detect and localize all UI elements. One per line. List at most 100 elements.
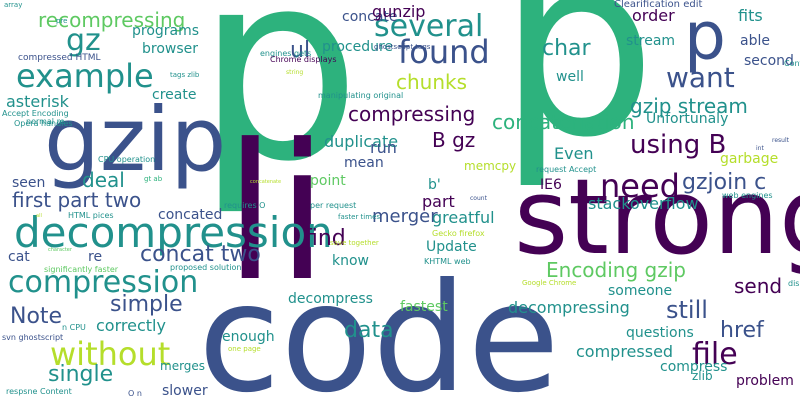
cloud-word: concatenation <box>492 110 635 134</box>
cloud-word: ghostscript tags <box>374 43 431 51</box>
cloud-word: HTML pices <box>68 211 114 220</box>
cloud-word: requires O <box>224 201 266 210</box>
cloud-word: pre <box>56 17 68 25</box>
cloud-word: Content Encoding <box>784 59 800 68</box>
cloud-word: all <box>36 213 42 219</box>
cloud-word: merges <box>160 359 206 373</box>
cloud-word: recompressing <box>38 8 186 32</box>
cloud-word: compressed <box>576 342 674 361</box>
cloud-word: fastest <box>400 299 448 315</box>
cloud-word: tags zlib <box>170 71 200 79</box>
cloud-word: significantly faster <box>44 265 119 274</box>
cloud-word: Clearification edit <box>614 0 703 10</box>
cloud-word: p <box>684 0 726 75</box>
cloud-word: Update <box>426 239 477 255</box>
cloud-word: mean <box>344 155 384 171</box>
cloud-word: b' <box>428 177 441 193</box>
cloud-word: concat two <box>140 242 261 267</box>
cloud-word: display anything <box>788 279 800 288</box>
cloud-word: problem <box>736 373 794 389</box>
cloud-word: zlib <box>692 369 713 383</box>
cloud-word: simple <box>110 292 183 317</box>
cloud-word: need <box>600 167 680 205</box>
cloud-word: O n <box>128 389 142 398</box>
cloud-word: deal <box>82 168 125 192</box>
cloud-word: Encoding gzip <box>546 258 686 282</box>
cloud-word: single <box>48 362 114 387</box>
cloud-word: li <box>224 104 329 323</box>
cloud-word: compress <box>660 359 728 375</box>
cloud-word: able <box>740 33 770 49</box>
cloud-word: re <box>88 249 103 265</box>
cloud-word: save together <box>330 239 379 247</box>
cloud-word: decompressing <box>508 298 630 317</box>
cloud-word: enough <box>222 329 275 345</box>
cloud-word: gunzip <box>372 2 426 21</box>
cloud-word: character <box>48 247 72 253</box>
cloud-word: concate <box>342 9 398 25</box>
cloud-word: correctly <box>96 316 166 335</box>
cloud-word: know <box>332 253 369 269</box>
cloud-word: svn ghostscript <box>2 333 64 342</box>
cloud-word: one page <box>228 345 261 353</box>
cloud-word: array <box>4 1 23 9</box>
cloud-word: file <box>692 337 738 372</box>
cloud-word: compressing <box>348 102 476 126</box>
cloud-word: using B <box>630 130 727 160</box>
cloud-word: without <box>50 335 171 373</box>
cloud-word: decompress <box>288 291 373 307</box>
cloud-word: memcpy <box>464 159 517 173</box>
cloud-word: concatenate <box>250 179 282 185</box>
cloud-word: compression <box>8 265 199 300</box>
cloud-word: second <box>744 53 794 69</box>
cloud-word: CPU operation <box>98 155 156 164</box>
cloud-word: decompression <box>14 208 333 257</box>
cloud-word: strong <box>514 156 800 278</box>
cloud-word: several <box>374 9 484 44</box>
cloud-word: Chrome displays <box>270 55 337 64</box>
cloud-word: merger <box>372 206 438 227</box>
cloud-word: ul <box>290 38 311 63</box>
cloud-word: per request <box>310 201 357 210</box>
cloud-word: first part two <box>12 188 142 212</box>
cloud-word: part <box>422 192 455 211</box>
cloud-word: result <box>772 137 789 144</box>
cloud-word: create <box>152 87 197 103</box>
cloud-word: run <box>370 138 397 157</box>
cloud-word: request Accept <box>536 165 597 174</box>
cloud-word: B gz <box>432 128 476 152</box>
cloud-word: KHTML web <box>424 257 471 266</box>
cloud-word: point <box>310 173 346 189</box>
cloud-word: procedure <box>322 39 394 55</box>
cloud-word: Gecko firefox <box>432 229 485 238</box>
cloud-word: p <box>498 0 657 192</box>
cloud-word: code <box>198 252 560 400</box>
cloud-word: gz <box>66 23 101 58</box>
cloud-word: gzip stream <box>630 94 748 118</box>
cloud-word: well <box>556 69 584 85</box>
cloud-word: someone <box>608 283 673 299</box>
cloud-word: fits <box>738 6 763 25</box>
cloud-word: seen <box>12 175 46 191</box>
cloud-word: example <box>16 57 154 95</box>
cloud-word: send <box>734 274 783 298</box>
cloud-word: Accept Encoding <box>2 109 69 118</box>
cloud-word: programs <box>132 23 200 39</box>
cloud-word: stream <box>626 33 676 49</box>
cloud-word: want <box>666 61 735 94</box>
cloud-word: Unfortunaly <box>646 111 729 127</box>
cloud-word: stackoverflow <box>588 194 699 213</box>
cloud-word: chunks <box>396 70 468 94</box>
cloud-word: garbage <box>720 151 779 167</box>
cloud-word: data <box>344 318 394 343</box>
cloud-word: gzjoin c <box>682 170 767 195</box>
cloud-word: slower <box>162 383 208 399</box>
cloud-word: duplicate <box>324 132 399 151</box>
cloud-word: gzip <box>44 88 227 191</box>
cloud-word: still <box>666 296 708 324</box>
cloud-word: compressed HTML <box>18 53 101 63</box>
cloud-word: char <box>542 36 591 61</box>
cloud-word: concated <box>158 207 223 223</box>
cloud-word: count <box>470 195 487 202</box>
